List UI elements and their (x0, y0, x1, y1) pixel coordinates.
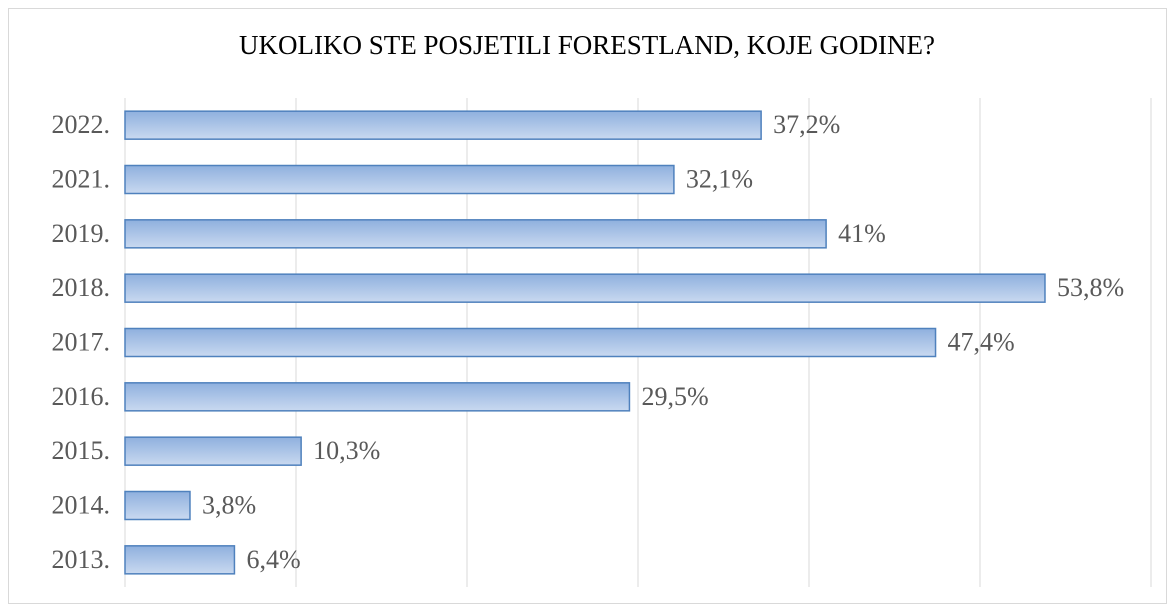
bar (124, 273, 1046, 303)
bar (124, 164, 675, 195)
y-tick-label: 2013. (52, 545, 111, 574)
chart-title: UKOLIKO STE POSJETILI FORESTLAND, KOJE G… (239, 30, 935, 60)
value-label: 32,1% (686, 164, 753, 193)
value-label: 6,4% (246, 545, 300, 574)
bar (124, 219, 827, 249)
value-label: 41% (838, 219, 886, 248)
y-tick-label: 2015. (52, 436, 111, 465)
bar (124, 436, 302, 466)
value-label: 10,3% (313, 436, 380, 465)
value-label: 29,5% (641, 382, 708, 411)
value-label: 47,4% (948, 327, 1015, 356)
bar (124, 545, 236, 575)
y-tick-label: 2018. (52, 273, 111, 302)
bar (124, 110, 762, 140)
y-tick-label: 2021. (52, 164, 111, 193)
bar (124, 490, 191, 521)
chart-border (8, 8, 1167, 604)
bar (124, 327, 937, 358)
value-label: 53,8% (1057, 273, 1124, 302)
value-label: 37,2% (773, 110, 840, 139)
y-tick-label: 2014. (52, 490, 111, 519)
y-tick-label: 2022. (52, 110, 111, 139)
value-label: 3,8% (202, 490, 256, 519)
y-tick-label: 2016. (52, 382, 111, 411)
y-tick-label: 2017. (52, 327, 111, 356)
y-tick-label: 2019. (52, 219, 111, 248)
bar (124, 382, 631, 412)
